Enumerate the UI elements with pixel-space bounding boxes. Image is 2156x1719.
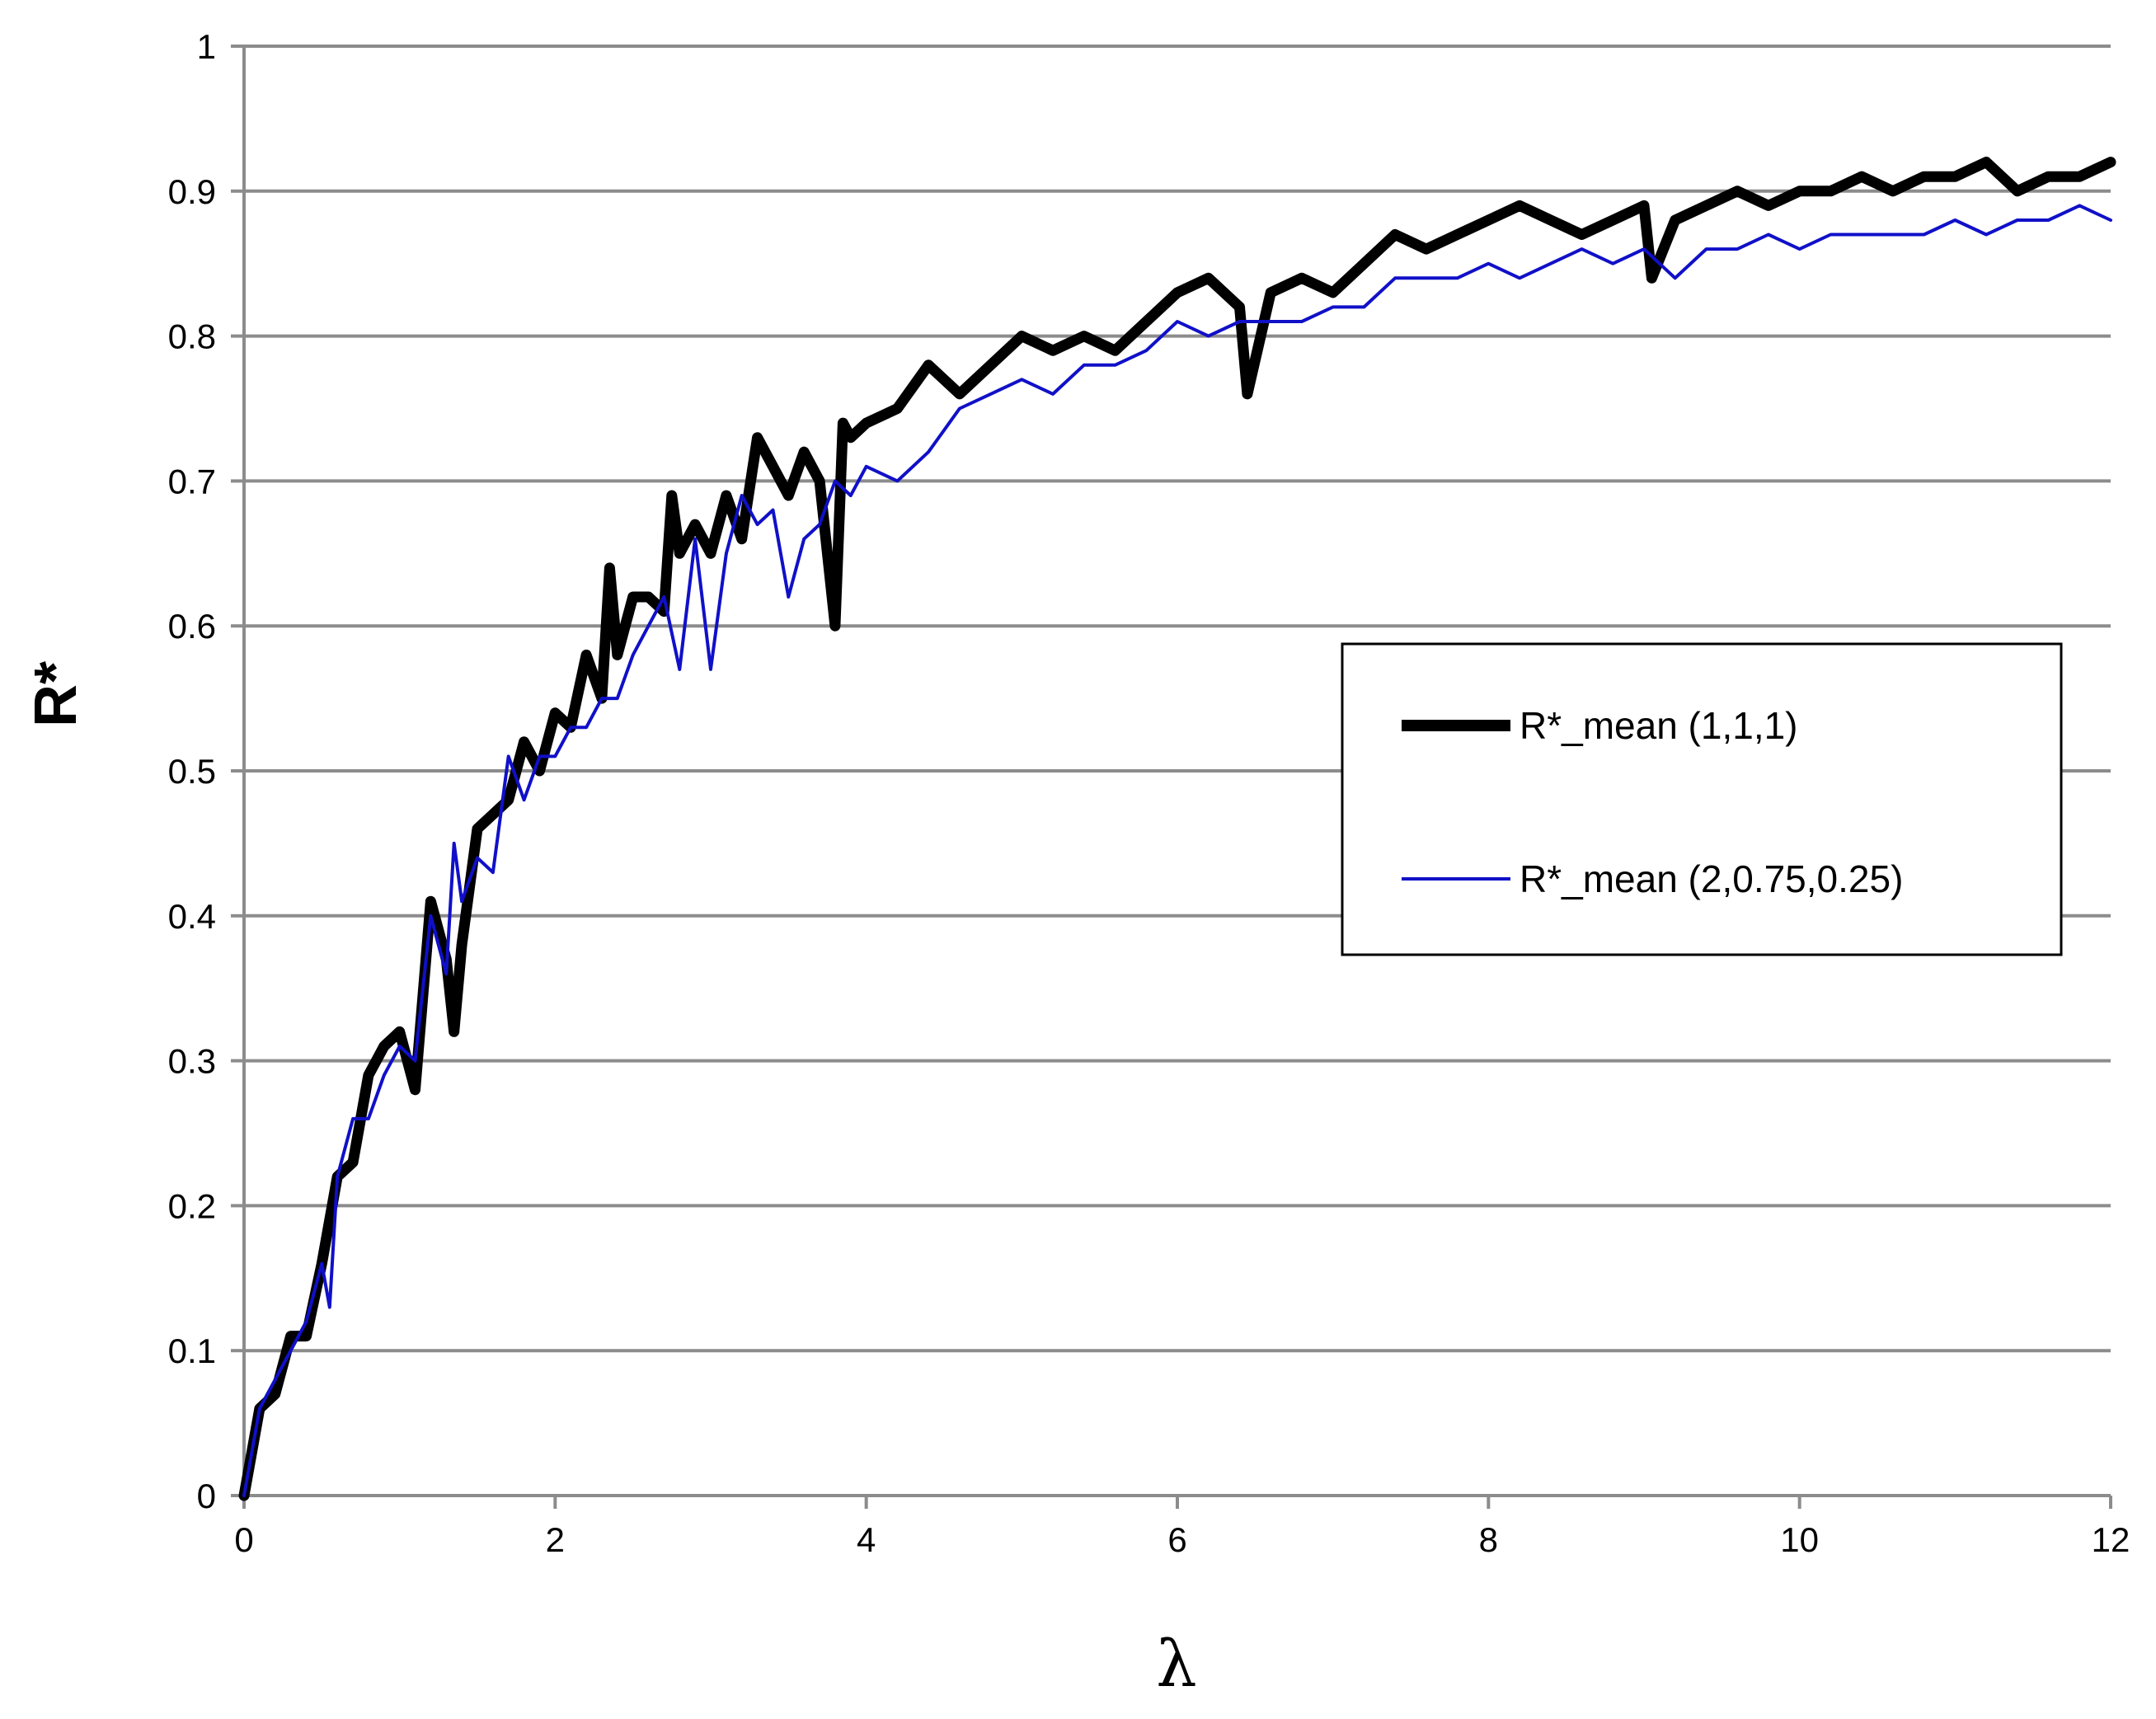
y-tick-label: 0	[197, 1477, 216, 1515]
y-tick-label: 0.1	[168, 1332, 216, 1370]
x-tick-label: 0	[234, 1520, 253, 1559]
y-tick-label: 0.7	[168, 462, 216, 500]
x-tick-label: 12	[2092, 1520, 2130, 1559]
y-tick-label: 0.3	[168, 1042, 216, 1081]
y-axis-title: R*	[23, 661, 89, 727]
y-axis-tick-labels: 0 0.1 0.2 0.3 0.4 0.5 0.6 0.7 0.8 0.9 1	[168, 27, 216, 1515]
legend-label-series-1: R*_mean (1,1,1)	[1520, 704, 1798, 747]
series-line-2	[242, 204, 2112, 1497]
x-tick-label: 10	[1780, 1520, 1819, 1559]
y-tick-label: 0.6	[168, 607, 216, 646]
legend-label-series-2: R*_mean (2,0.75,0.25)	[1520, 857, 1903, 900]
legend-box	[1341, 642, 2063, 956]
x-tick-label: 8	[1479, 1520, 1498, 1559]
y-tick-label: 0.4	[168, 897, 216, 936]
x-axis-tick-labels: 0 2 4 6 8 10 12	[234, 1520, 2130, 1559]
horizontal-gridlines	[244, 45, 2111, 1353]
y-tick-label: 0.5	[168, 752, 216, 791]
y-tick-label: 0.9	[168, 172, 216, 211]
data-series	[238, 157, 2116, 1501]
x-tick-label: 6	[1167, 1520, 1186, 1559]
series-line-1	[238, 157, 2116, 1501]
y-tick-label: 1	[197, 27, 216, 66]
y-tick-label: 0.2	[168, 1186, 216, 1225]
legend: R*_mean (1,1,1) R*_mean (2,0.75,0.25)	[1341, 642, 2063, 956]
x-axis-title: λ	[1156, 1627, 1196, 1702]
x-tick-label: 4	[857, 1520, 876, 1559]
x-tick-label: 2	[546, 1520, 565, 1559]
y-tick-label: 0.8	[168, 317, 216, 356]
